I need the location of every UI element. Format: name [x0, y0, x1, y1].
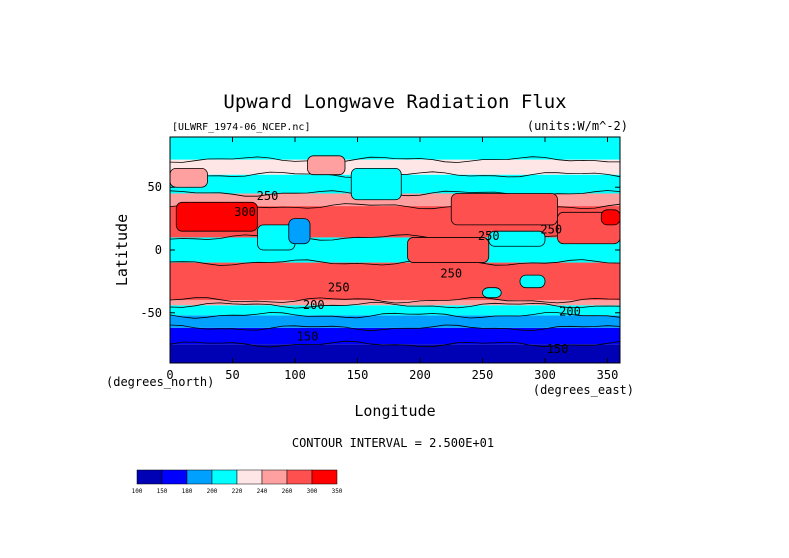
heatmap-patch [407, 237, 490, 263]
x-tick-label: 50 [225, 368, 239, 382]
heatmap-patch [350, 167, 402, 201]
colorbar-level-label: 150 [157, 488, 168, 495]
contour-label: 250 [478, 229, 500, 243]
contour-line [169, 312, 621, 319]
heatmap-patch [482, 287, 502, 299]
heatmap-patches [169, 155, 621, 299]
y-tick-label: -50 [140, 306, 162, 320]
contour-label: 150 [297, 329, 319, 343]
contour-line [169, 302, 621, 309]
y-tick-label: 0 [155, 243, 162, 257]
colorbar-swatch [261, 469, 288, 485]
contour-label: 250 [257, 189, 279, 203]
y-axis-ticks: -50 0 50 [140, 180, 620, 320]
x-axis-ticks: 0 50 100 150 200 250 300 350 [166, 137, 618, 382]
units-label: (units:W/m^-2) [527, 119, 628, 133]
colorbar-level-label: 200 [207, 488, 218, 495]
colorbar-level-label: 350 [332, 488, 343, 495]
colorbar-swatch [161, 469, 188, 485]
colorbar-swatch [236, 469, 263, 485]
colorbar: 100 150 180 200 220 240 260 300 350 [132, 469, 343, 495]
x-axis-label: Longitude [354, 402, 435, 420]
x-tick-label: 150 [347, 368, 369, 382]
colorbar-level-label: 260 [282, 488, 293, 495]
x-tick-label: 100 [284, 368, 306, 382]
colorbar-level-label: 220 [232, 488, 243, 495]
colorbar-level-label: 300 [307, 488, 318, 495]
colorbar-swatch [211, 469, 238, 485]
contour-label: 300 [234, 205, 256, 219]
colorbar-level-label: 180 [182, 488, 193, 495]
contour-label: 150 [547, 342, 569, 356]
colorbar-swatch [311, 469, 338, 485]
colorbar-swatch [186, 469, 213, 485]
contour-line [169, 340, 621, 348]
heatmap-patch [519, 274, 546, 289]
heatmap-patch [288, 218, 311, 245]
dataset-label: [ULWRF_1974-06_NCEP.nc] [172, 122, 310, 133]
y-tick-label: 50 [148, 180, 162, 194]
heatmap-band [170, 159, 620, 175]
colorbar-level-label: 240 [257, 488, 268, 495]
heatmap-band [170, 305, 620, 316]
x-tick-label: 350 [597, 368, 619, 382]
chart-title: Upward Longwave Radiation Flux [223, 91, 566, 113]
x-tick-label: 300 [534, 368, 556, 382]
x-tick-label: 200 [409, 368, 431, 382]
heatmap-band [170, 137, 620, 160]
x-tick-label: 0 [166, 368, 173, 382]
contour-line [169, 156, 621, 163]
heatmap-patch [450, 193, 558, 226]
contour-line [169, 296, 621, 304]
contour-label: 200 [303, 298, 325, 312]
contour-line [169, 324, 621, 332]
heatmap-patch [488, 230, 546, 247]
x-tick-label: 250 [472, 368, 494, 382]
contour-label: 250 [440, 267, 462, 281]
y-axis-label: Latitude [113, 214, 131, 286]
heatmap-patch [175, 201, 258, 232]
contour-label: 250 [540, 223, 562, 237]
heatmap-band [170, 315, 620, 328]
x-unit-label: (degrees_east) [533, 383, 634, 397]
y-unit-label: (degrees_north) [106, 375, 214, 389]
heatmap-band [170, 262, 620, 301]
contour-line [169, 259, 621, 266]
heatmap-band [170, 327, 620, 345]
heatmap-patch [307, 155, 346, 176]
contour-label: 250 [328, 280, 350, 294]
heatmap-band [170, 237, 620, 263]
heatmap-patch [600, 209, 621, 226]
colorbar-swatch [286, 469, 313, 485]
heatmap-patch [169, 167, 208, 188]
heatmap-band [170, 344, 620, 363]
colorbar-swatch [136, 469, 163, 485]
contour-interval-text: CONTOUR INTERVAL = 2.500E+01 [292, 436, 494, 450]
contour-label: 200 [559, 304, 581, 318]
colorbar-level-label: 100 [132, 488, 143, 495]
